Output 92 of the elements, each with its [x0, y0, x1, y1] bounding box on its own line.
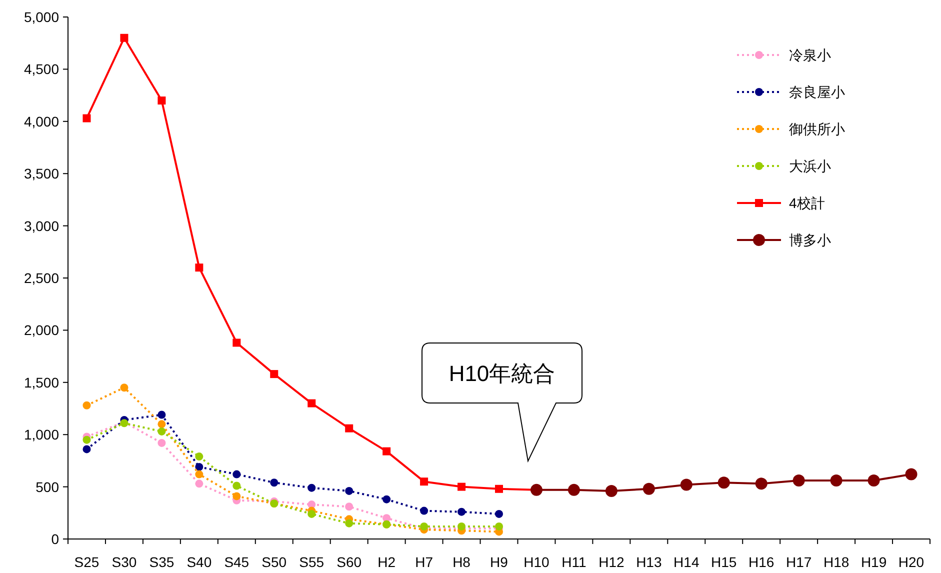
- x-tick-label: H8: [452, 554, 471, 570]
- point: [680, 478, 692, 491]
- point: [120, 34, 128, 42]
- x-tick-label: S30: [112, 554, 137, 570]
- x-tick-label: S60: [336, 554, 362, 570]
- y-tick-label: 3,000: [24, 218, 60, 234]
- point: [458, 508, 466, 516]
- y-tick-label: 4,500: [24, 61, 60, 78]
- point: [345, 486, 354, 495]
- point: [195, 480, 204, 488]
- x-tick-label: H19: [860, 554, 887, 570]
- y-tick-label: 500: [36, 478, 60, 495]
- point: [382, 495, 391, 504]
- point: [345, 424, 354, 432]
- point: [420, 522, 428, 530]
- x-tick-label: H10: [524, 554, 550, 570]
- annotation: H10年統合: [422, 342, 582, 462]
- legend-label: 冷泉小: [789, 47, 831, 63]
- legend-label: 4校計: [789, 195, 825, 211]
- point: [158, 410, 166, 419]
- y-tick-label: 5,000: [24, 9, 60, 25]
- point: [420, 478, 428, 486]
- point: [458, 522, 466, 530]
- y-tick-label: 0: [51, 531, 60, 547]
- legend-label: 博多小: [789, 232, 831, 248]
- point: [82, 401, 91, 410]
- point: [792, 474, 805, 487]
- x-tick-label: H18: [823, 554, 850, 570]
- y-tick-label: 1,000: [24, 426, 60, 443]
- point: [605, 484, 618, 497]
- point: [158, 427, 166, 436]
- point: [495, 484, 503, 493]
- x-tick-label: H17: [786, 554, 812, 570]
- y-tick-label: 4,000: [24, 113, 60, 130]
- legend-label: 奈良屋小: [789, 84, 845, 100]
- x-tick-label: H13: [636, 554, 662, 570]
- point: [642, 482, 655, 495]
- x-tick-label: H11: [562, 554, 586, 570]
- x-tick-label: S50: [262, 554, 287, 570]
- point: [755, 478, 768, 490]
- x-tick-label: S55: [299, 554, 324, 570]
- x-tick-label: H14: [674, 554, 700, 570]
- x-tick-label: S40: [186, 554, 212, 570]
- point: [82, 114, 91, 122]
- x-tick-label: H16: [748, 554, 774, 570]
- point: [718, 476, 730, 489]
- point: [195, 264, 204, 272]
- x-tick-label: H7: [415, 554, 434, 570]
- point: [158, 96, 166, 105]
- point: [345, 502, 354, 511]
- point: [232, 470, 241, 478]
- point: [195, 470, 204, 478]
- point: [868, 474, 880, 487]
- point: [495, 510, 503, 518]
- y-tick-label: 2,500: [24, 270, 60, 286]
- point: [270, 370, 278, 378]
- point: [345, 519, 354, 528]
- y-tick-label: 3,500: [24, 166, 60, 182]
- point: [905, 468, 918, 480]
- annotation: H10年統合: [448, 361, 556, 386]
- y-tick-label: 2,000: [24, 322, 60, 338]
- x-tick-label: H20: [898, 554, 924, 570]
- legend-label: 大浜小: [789, 158, 831, 174]
- point: [458, 482, 466, 491]
- point: [195, 452, 204, 461]
- point: [82, 436, 91, 444]
- point: [195, 462, 204, 471]
- point: [232, 492, 241, 500]
- point: [82, 445, 91, 454]
- point: [308, 510, 316, 518]
- x-tick-label: H15: [711, 554, 737, 570]
- point: [308, 484, 316, 492]
- x-tick-label: H12: [598, 554, 624, 570]
- x-tick-label: H2: [378, 554, 396, 570]
- point: [308, 399, 316, 408]
- point: [232, 482, 241, 490]
- x-tick-label: S45: [224, 554, 250, 570]
- point: [158, 420, 166, 428]
- point: [568, 484, 580, 496]
- point: [158, 438, 166, 447]
- point: [120, 384, 128, 392]
- point: [495, 522, 503, 530]
- legend-label: 御供所小: [789, 121, 845, 137]
- x-tick-label: S25: [74, 554, 100, 570]
- point: [382, 447, 391, 456]
- x-tick-label: H9: [490, 554, 508, 570]
- point: [830, 474, 842, 487]
- y-tick-label: 1,500: [24, 374, 60, 390]
- point: [420, 506, 428, 515]
- point: [232, 338, 241, 347]
- point: [270, 478, 278, 487]
- x-tick-label: S35: [149, 554, 174, 570]
